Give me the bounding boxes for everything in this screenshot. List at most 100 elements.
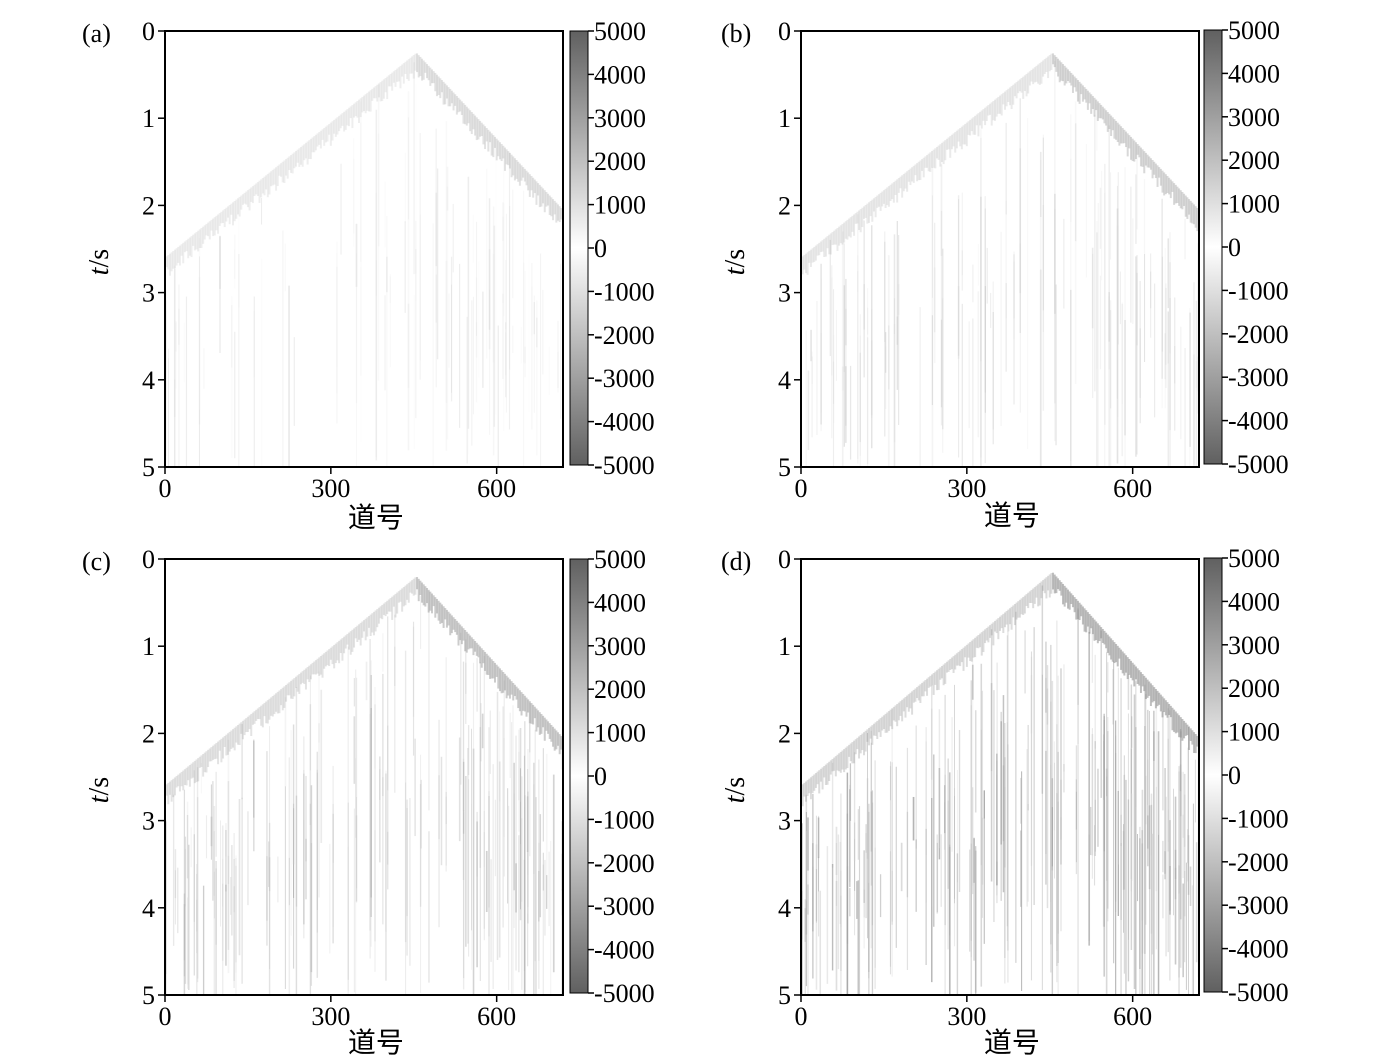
y-tick-label: 4 xyxy=(142,894,155,923)
x-axis-title: 道号 xyxy=(348,502,404,534)
x-tick-label: 600 xyxy=(1113,474,1152,503)
colorbar-tick-label: 5000 xyxy=(1228,16,1280,45)
colorbar-tick-label: -2000 xyxy=(1228,320,1289,349)
y-tick-label: 3 xyxy=(778,807,791,836)
colorbar-tick-label: -4000 xyxy=(594,408,655,437)
y-axis-title: t/s xyxy=(84,249,115,275)
colorbar-gradient xyxy=(1203,29,1223,465)
x-tick-label: 0 xyxy=(795,1002,808,1031)
x-tick-label: 300 xyxy=(947,1002,986,1031)
colorbar-tick-label: 2000 xyxy=(1228,146,1280,175)
y-tick-label: 1 xyxy=(142,104,155,133)
colorbar-tick-label: -5000 xyxy=(594,979,655,1008)
seismic-traces xyxy=(164,577,563,995)
y-axis-title: t/s xyxy=(720,249,751,275)
colorbar-tick-label: 1000 xyxy=(594,719,646,748)
colorbar-tick-label: -5000 xyxy=(594,451,655,480)
panel-label: (a) xyxy=(82,19,111,48)
colorbar-tick-label: -3000 xyxy=(1228,891,1289,920)
colorbar-tick-label: -4000 xyxy=(1228,407,1289,436)
y-tick-label: 2 xyxy=(142,191,155,220)
plot-frame xyxy=(164,558,564,996)
colorbar-gradient xyxy=(1203,557,1223,993)
colorbar-tick-label: -4000 xyxy=(1228,935,1289,964)
colorbar-tick-label: 1000 xyxy=(1228,718,1280,747)
colorbar: 5000 4000 3000 2000 1000 0 -1000 -2000 -3000 -400… xyxy=(569,17,655,480)
plot-area xyxy=(165,31,563,467)
colorbar-tick-label: -3000 xyxy=(594,892,655,921)
x-tick-label: 0 xyxy=(159,474,172,503)
y-tick-label: 0 xyxy=(142,545,155,574)
x-tick-label: 300 xyxy=(311,1002,350,1031)
colorbar-tick-label: -1000 xyxy=(594,805,655,834)
y-tick-label: 3 xyxy=(142,279,155,308)
plot-frame xyxy=(800,558,1200,996)
colorbar-tick-label: -2000 xyxy=(594,321,655,350)
colorbar-tick-label: 5000 xyxy=(594,545,646,574)
x-tick-label: 0 xyxy=(159,1002,172,1031)
seismic-traces xyxy=(800,53,1199,467)
colorbar-tick-label: -2000 xyxy=(1228,848,1289,877)
colorbar-tick-label: 0 xyxy=(594,234,607,263)
colorbar-gradient xyxy=(569,30,589,466)
y-tick-label: 1 xyxy=(142,632,155,661)
colorbar-tick-label: 3000 xyxy=(594,632,646,661)
colorbar-tick-label: 2000 xyxy=(594,147,646,176)
plot-frame xyxy=(800,30,1200,468)
colorbar-tick-label: 4000 xyxy=(594,60,646,89)
y-axis-title: t/s xyxy=(84,777,115,803)
panel-label: (b) xyxy=(721,19,751,48)
colorbar-tick-label: 4000 xyxy=(1228,59,1280,88)
y-tick-label: 0 xyxy=(142,17,155,46)
x-tick-label: 600 xyxy=(1113,1002,1152,1031)
colorbar-tick-label: 5000 xyxy=(594,17,646,46)
x-tick-label: 600 xyxy=(477,1002,516,1031)
plot-area xyxy=(801,31,1199,467)
y-tick-label: 2 xyxy=(778,719,791,748)
colorbar-tick-label: 3000 xyxy=(594,104,646,133)
colorbar-tick-label: -1000 xyxy=(1228,276,1289,305)
colorbar-tick-label: 0 xyxy=(594,762,607,791)
x-tick-label: 0 xyxy=(795,474,808,503)
colorbar-tick-label: -5000 xyxy=(1228,450,1289,479)
y-tick-label: 1 xyxy=(778,104,791,133)
y-axis-title: t/s xyxy=(720,777,751,803)
colorbar-tick-label: 0 xyxy=(1228,233,1241,262)
colorbar-tick-label: -1000 xyxy=(1228,804,1289,833)
y-tick-label: 1 xyxy=(778,632,791,661)
colorbar-tick-label: 5000 xyxy=(1228,544,1280,573)
y-tick-label: 0 xyxy=(778,17,791,46)
colorbar-tick-label: 4000 xyxy=(1228,587,1280,616)
colorbar-tick-label: 1000 xyxy=(594,191,646,220)
colorbar-tick-label: 2000 xyxy=(1228,674,1280,703)
y-tick-label: 5 xyxy=(142,453,155,482)
y-tick-label: 4 xyxy=(778,894,791,923)
colorbar-tick-label: 3000 xyxy=(1228,103,1280,132)
colorbar-tick-label: -1000 xyxy=(594,277,655,306)
colorbar-tick-label: -3000 xyxy=(1228,363,1289,392)
x-axis-title: 道号 xyxy=(984,500,1040,532)
colorbar-tick-label: 4000 xyxy=(594,588,646,617)
y-tick-label: 5 xyxy=(778,981,791,1010)
y-tick-label: 3 xyxy=(142,807,155,836)
colorbar-tick-label: 1000 xyxy=(1228,190,1280,219)
colorbar-tick-label: -2000 xyxy=(594,849,655,878)
plot-area xyxy=(165,559,563,995)
x-tick-label: 300 xyxy=(311,474,350,503)
seismic-traces xyxy=(164,53,563,467)
y-tick-label: 4 xyxy=(142,366,155,395)
x-axis-title: 道号 xyxy=(348,1027,404,1059)
colorbar-tick-label: 2000 xyxy=(594,675,646,704)
y-tick-label: 5 xyxy=(778,453,791,482)
x-tick-label: 300 xyxy=(947,474,986,503)
panel-label: (d) xyxy=(721,547,751,576)
seismic-traces xyxy=(800,572,1200,995)
plot-frame xyxy=(164,30,564,468)
colorbar-tick-label: -3000 xyxy=(594,364,655,393)
y-tick-label: 4 xyxy=(778,366,791,395)
colorbar-tick-label: -4000 xyxy=(594,936,655,965)
y-tick-label: 5 xyxy=(142,981,155,1010)
